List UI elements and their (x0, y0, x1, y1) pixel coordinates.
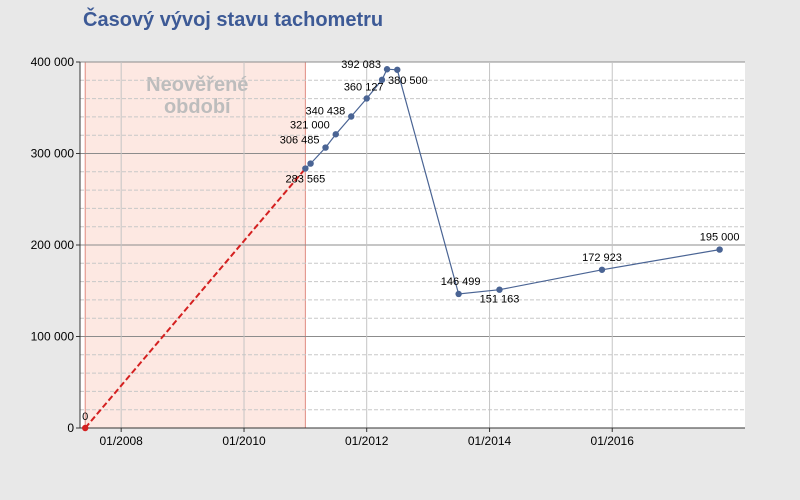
y-tick-label: 200 000 (31, 238, 75, 252)
data-label: 195 000 (700, 232, 740, 244)
data-point[interactable] (496, 286, 503, 293)
data-label: 321 000 (290, 119, 330, 131)
data-point[interactable] (455, 290, 462, 298)
data-label: 306 485 (280, 135, 320, 147)
data-label: 392 083 (341, 59, 381, 71)
data-label: 360 127 (344, 81, 384, 93)
data-point[interactable] (332, 131, 339, 138)
data-label: 151 163 (480, 294, 520, 306)
data-point[interactable] (394, 66, 401, 73)
data-point[interactable] (348, 113, 355, 120)
data-point[interactable] (82, 424, 89, 432)
data-point[interactable] (322, 144, 329, 151)
y-tick-label: 400 000 (31, 55, 75, 69)
data-point[interactable] (307, 160, 314, 167)
data-point[interactable] (302, 165, 309, 172)
grid-lines (80, 61, 745, 428)
x-tick-label: 01/2008 (99, 434, 143, 448)
data-point[interactable] (383, 66, 391, 73)
data-label: 380 500 (388, 75, 428, 87)
y-tick-label: 100 000 (31, 330, 75, 344)
data-label: 340 438 (305, 105, 345, 117)
unverified-zone-label: Neověřené (146, 74, 248, 96)
data-point[interactable] (598, 266, 606, 273)
x-tick-label: 01/2012 (345, 434, 389, 448)
unverified-zone-label: období (164, 96, 232, 118)
x-tick-label: 01/2010 (222, 434, 266, 448)
data-labels: 0 283 565 306 485 321 000 340 438 360 127 380 … (82, 59, 739, 423)
data-label: 172 923 (582, 252, 622, 264)
x-tick-label: 01/2014 (468, 434, 512, 448)
tick-labels: 0 100 000 200 000 300 000 400 000 01/2008 01/2… (31, 55, 635, 448)
data-point[interactable] (716, 246, 723, 253)
data-label: 146 499 (441, 276, 481, 288)
data-point[interactable] (378, 76, 386, 84)
data-label: 283 565 (285, 174, 325, 186)
data-point[interactable] (363, 95, 370, 102)
chart-title: Časový vývoj stavu tachometru (83, 9, 384, 31)
y-tick-label: 0 (67, 421, 74, 435)
data-points (82, 66, 723, 432)
data-label: 0 (82, 411, 88, 423)
y-tick-label: 300 000 (31, 147, 75, 161)
unverified-dashed-line (84, 167, 307, 429)
x-tick-label: 01/2016 (591, 434, 635, 448)
